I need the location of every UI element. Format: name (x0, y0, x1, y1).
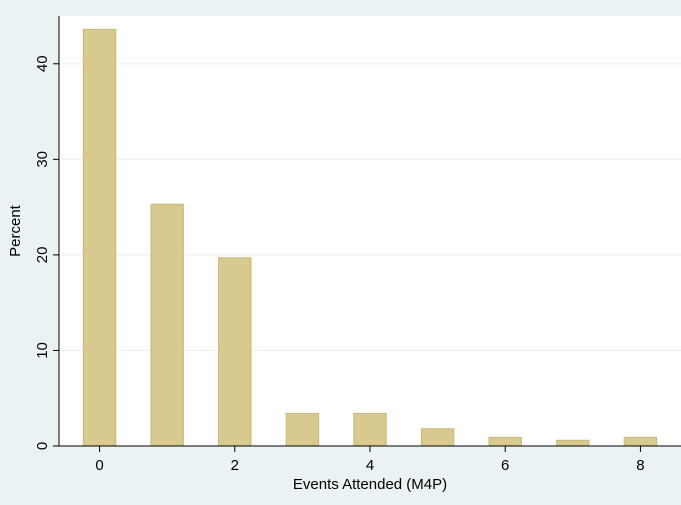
x-tick-label: 2 (231, 457, 239, 474)
bar (151, 204, 183, 446)
x-axis-label: Events Attended (M4P) (293, 476, 447, 493)
y-tick-label: 10 (34, 342, 51, 359)
bar (219, 258, 251, 446)
x-tick-label: 4 (366, 457, 374, 474)
y-tick-label: 30 (34, 151, 51, 168)
x-tick-label: 6 (501, 457, 509, 474)
y-tick-label: 0 (34, 442, 51, 450)
x-ticks: 0 2 4 6 8 (95, 446, 644, 474)
bar (557, 440, 589, 446)
bar (624, 437, 656, 446)
bar (286, 414, 318, 446)
x-tick-label: 0 (95, 457, 103, 474)
y-axis-label: Percent (7, 204, 24, 257)
y-tick-label: 40 (34, 55, 51, 72)
bar (489, 437, 521, 446)
y-tick-label: 20 (34, 247, 51, 264)
x-tick-label: 8 (636, 457, 644, 474)
bar (83, 29, 115, 446)
y-ticks: 0 10 20 30 40 (34, 55, 59, 450)
bar (421, 429, 453, 446)
bar (354, 414, 386, 446)
